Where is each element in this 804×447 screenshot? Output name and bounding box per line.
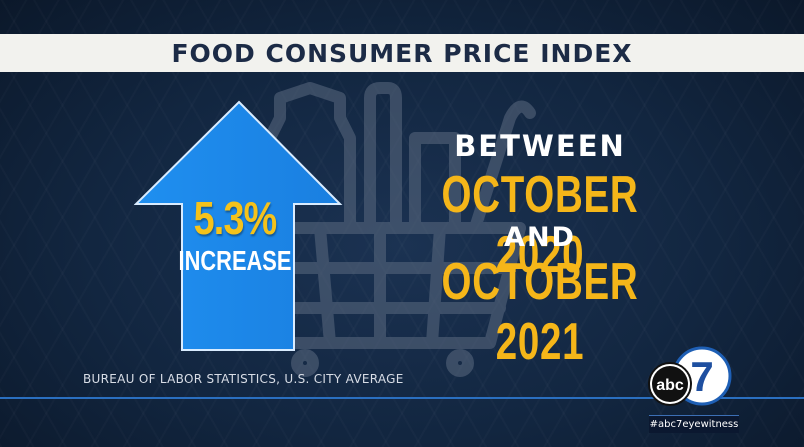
- increase-label: INCREASE: [178, 245, 292, 276]
- percent-increase-value: 5.3%: [193, 192, 278, 244]
- lower-third-divider: [0, 397, 804, 399]
- logo-text: abc: [656, 377, 684, 394]
- end-period: OCTOBER 2021: [441, 253, 639, 371]
- source-caption: BUREAU OF LABOR STATISTICS, U.S. CITY AV…: [83, 372, 404, 386]
- abc7-logo-icon: 7 abc: [648, 346, 732, 406]
- and-label: AND: [504, 222, 576, 253]
- up-arrow-icon: [134, 100, 343, 351]
- title-bar: FOOD CONSUMER PRICE INDEX: [0, 34, 804, 72]
- logo-number: 7: [690, 353, 713, 400]
- start-period: OCTOBER 2020: [441, 166, 639, 284]
- page-title: FOOD CONSUMER PRICE INDEX: [171, 38, 633, 68]
- between-label: BETWEEN: [454, 129, 626, 163]
- hashtag-label: #abc7eyewitness: [649, 415, 739, 433]
